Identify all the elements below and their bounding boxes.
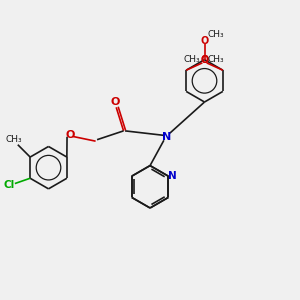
Text: O: O bbox=[200, 55, 208, 65]
Text: CH₃: CH₃ bbox=[6, 135, 22, 144]
Text: O: O bbox=[200, 55, 209, 65]
Text: CH₃: CH₃ bbox=[207, 30, 224, 39]
Text: O: O bbox=[65, 130, 75, 140]
Text: CH₃: CH₃ bbox=[184, 56, 200, 64]
Text: O: O bbox=[200, 35, 208, 46]
Text: N: N bbox=[162, 132, 171, 142]
Text: O: O bbox=[110, 97, 119, 107]
Text: CH₃: CH₃ bbox=[207, 56, 224, 64]
Text: Cl: Cl bbox=[3, 180, 15, 190]
Text: N: N bbox=[168, 171, 177, 181]
